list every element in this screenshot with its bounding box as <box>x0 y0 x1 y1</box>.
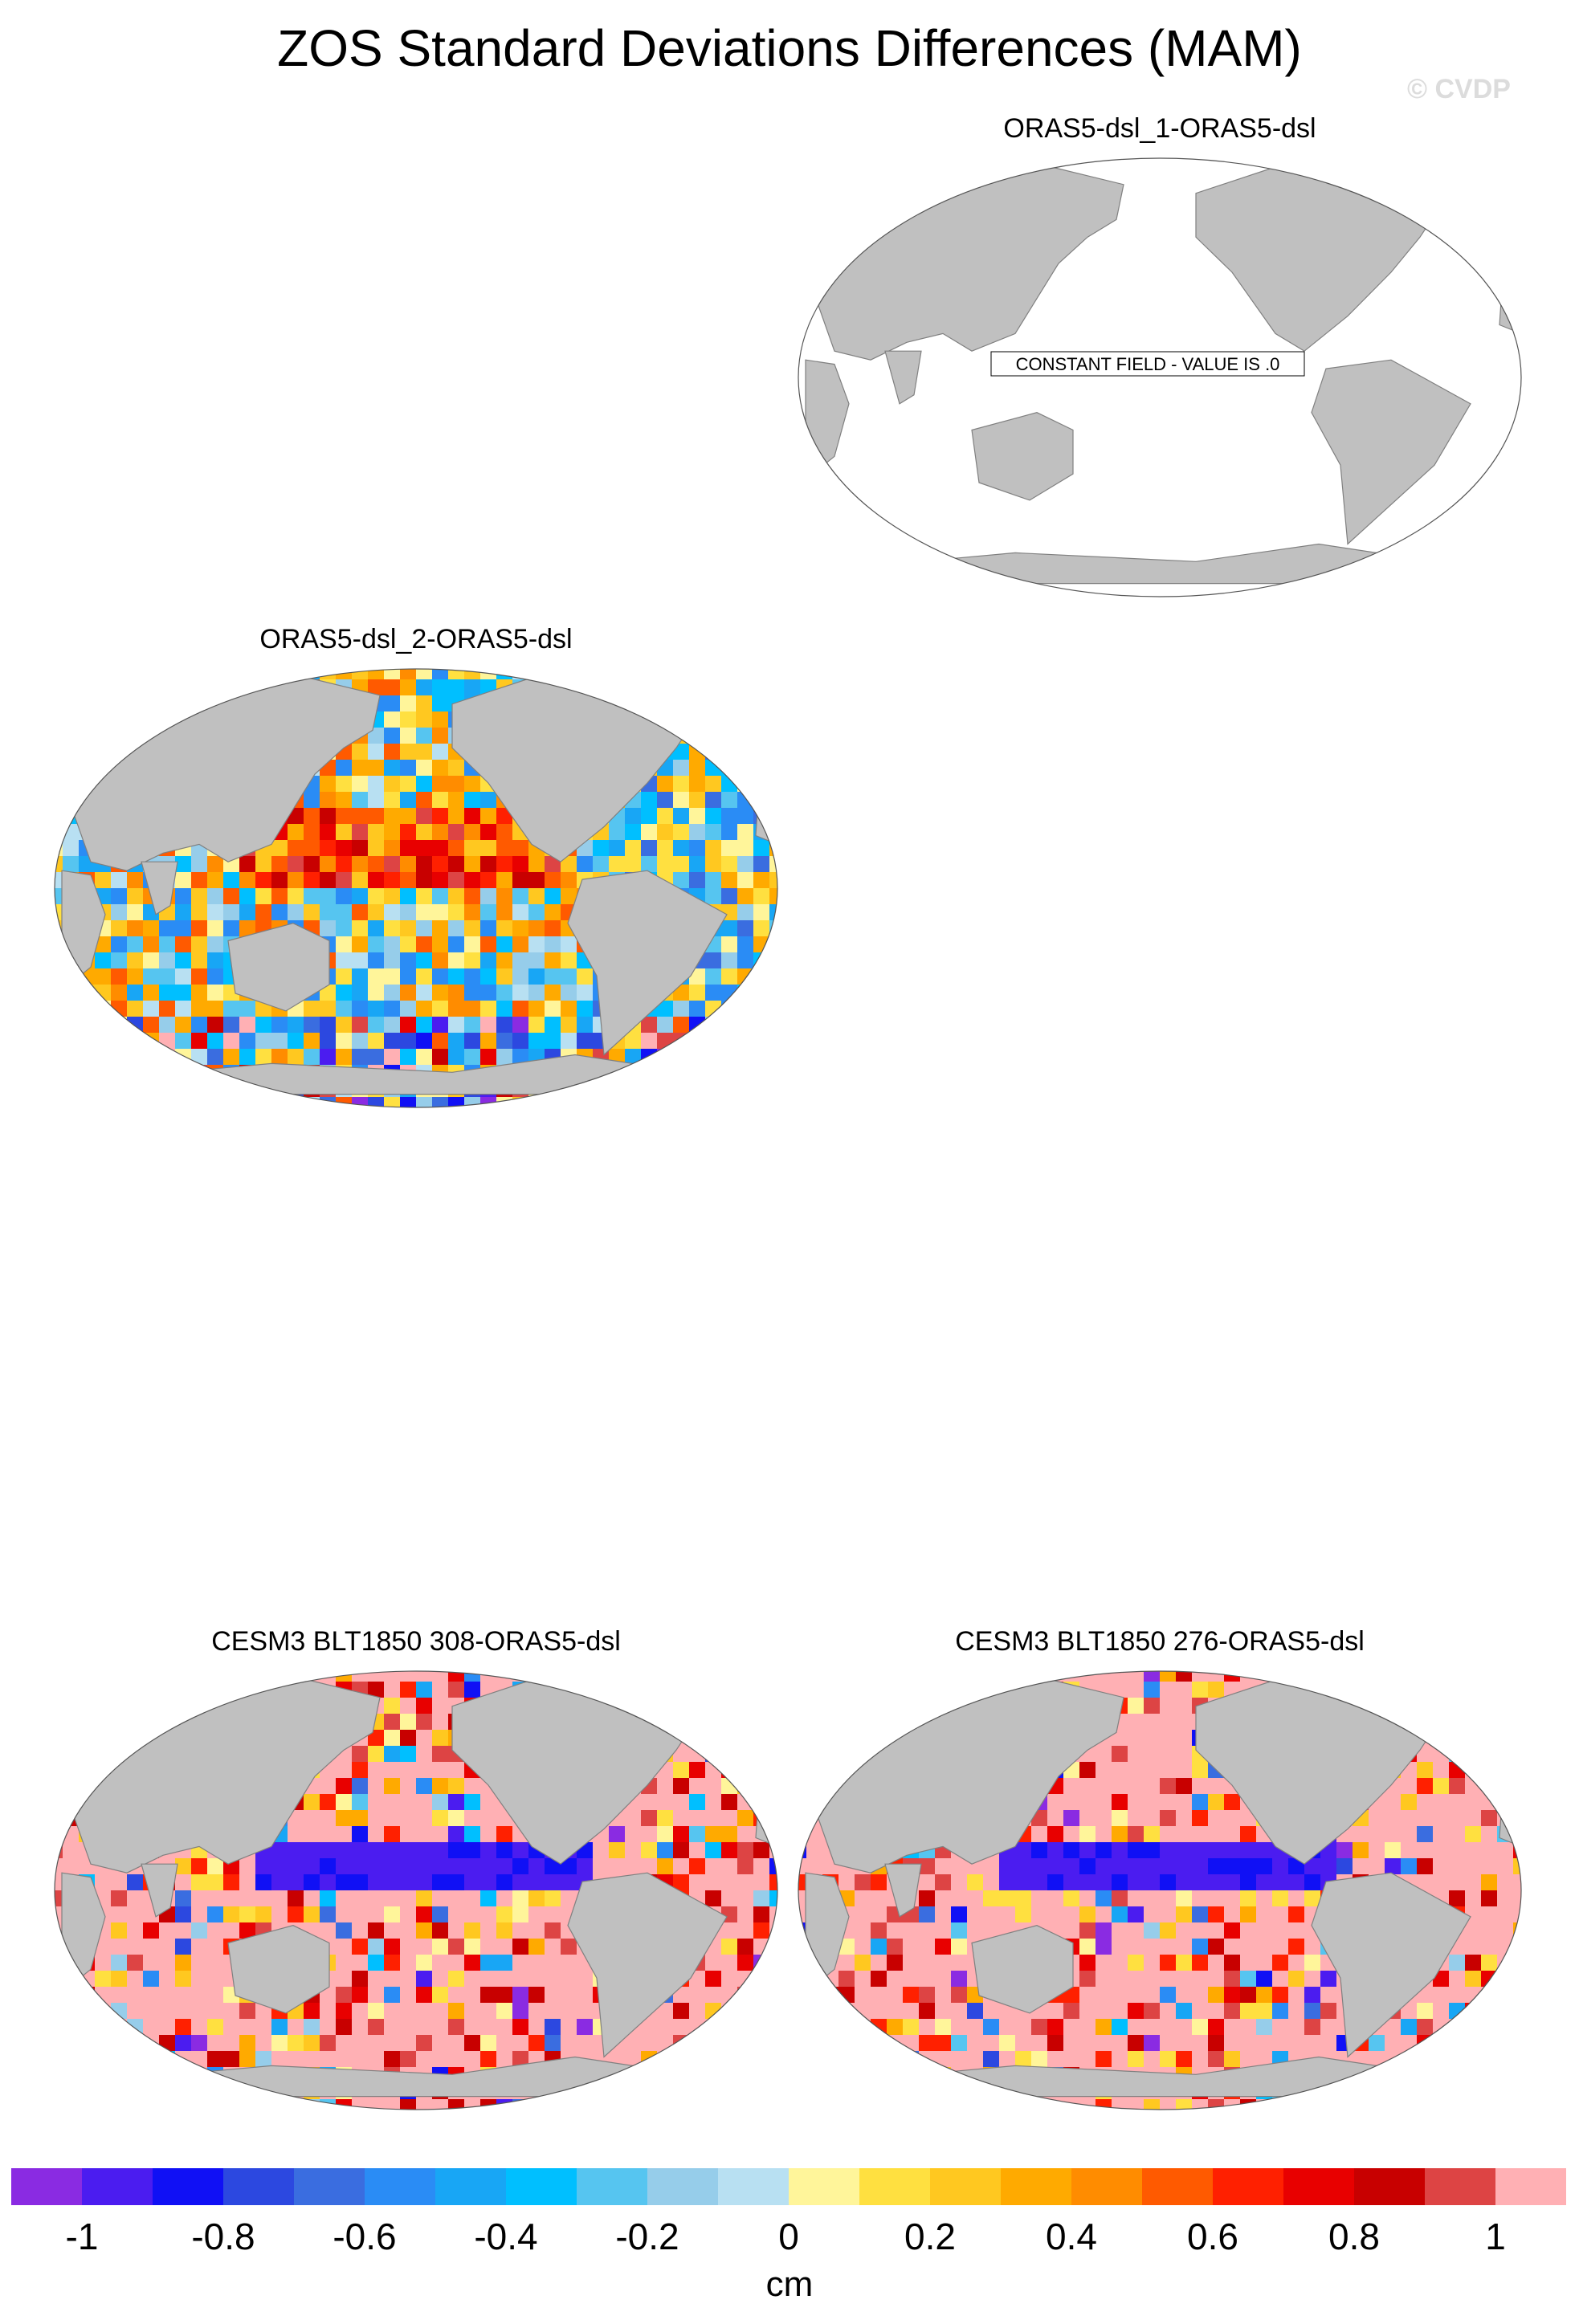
colorbar-box <box>647 2168 719 2205</box>
map-border <box>54 668 778 1108</box>
colorbar-box <box>435 2168 507 2205</box>
panel-title-4: CESM3 BLT1850 276-ORAS5-dsl <box>955 1626 1365 1657</box>
map-border <box>798 1670 1522 2110</box>
land-south-america <box>1311 359 1471 545</box>
colorbar-tick-label: -0.6 <box>333 2216 397 2257</box>
colorbar-box <box>1213 2168 1284 2205</box>
land-europe <box>755 720 777 846</box>
colorbar-box <box>1354 2168 1426 2205</box>
colorbar-box <box>294 2168 365 2205</box>
colorbar-box <box>365 2168 436 2205</box>
land-australia <box>971 412 1074 501</box>
colorbar-box <box>789 2168 860 2205</box>
colorbar-box <box>223 2168 295 2205</box>
colorbar-box <box>1001 2168 1072 2205</box>
map-panel-4 <box>798 1670 1522 2110</box>
colorbar-box <box>1495 2168 1566 2205</box>
constant-field-label: CONSTANT FIELD - VALUE IS .0 <box>990 351 1305 377</box>
watermark: © CVDP <box>1407 74 1511 104</box>
land-europe <box>1499 210 1521 335</box>
svg-text:CONSTANT FIELD - VALUE IS .0: CONSTANT FIELD - VALUE IS .0 <box>1016 354 1280 374</box>
map-panel-1: CONSTANT FIELD - VALUE IS .0 <box>798 157 1522 597</box>
colorbar-tick-label: 0.4 <box>1046 2216 1097 2257</box>
colorbar-tick-label: -1 <box>65 2216 99 2257</box>
land-india <box>884 350 922 405</box>
panel-title-2: ORAS5-dsl_2-ORAS5-dsl <box>259 624 573 654</box>
colorbar-tick-label: -0.8 <box>191 2216 255 2257</box>
colorbar-box <box>1142 2168 1214 2205</box>
colorbar-units: cm <box>765 2265 814 2304</box>
land-europe <box>1499 1723 1521 1848</box>
panel-title-1: ORAS5-dsl_1-ORAS5-dsl <box>1003 113 1316 144</box>
colorbar-box <box>153 2168 224 2205</box>
colorbar-box <box>718 2168 790 2205</box>
figure-title: ZOS Standard Deviations Differences (MAM… <box>277 19 1302 77</box>
colorbar-box <box>506 2168 577 2205</box>
colorbar-tick-label: 0.6 <box>1187 2216 1238 2257</box>
land-australia <box>971 1925 1074 2014</box>
land-europe <box>755 1723 777 1848</box>
colorbar-tick-label: 0.8 <box>1328 2216 1380 2257</box>
land-greenland <box>1419 166 1493 212</box>
land-australia <box>227 1925 330 2014</box>
colorbar-tick-label: -0.2 <box>615 2216 679 2257</box>
map-panel-2 <box>54 668 778 1108</box>
colorbar-box <box>1425 2168 1496 2205</box>
land-greenland <box>1419 1679 1493 1725</box>
colorbar-tick-label: 1 <box>1485 2216 1506 2257</box>
land-greenland <box>675 1679 749 1725</box>
colorbar-box <box>1071 2168 1143 2205</box>
map-border <box>798 157 1522 597</box>
panel-title-3: CESM3 BLT1850 308-ORAS5-dsl <box>211 1626 621 1657</box>
land-india <box>141 1863 178 1918</box>
colorbar-tick-label: 0 <box>778 2216 799 2257</box>
land-south-america <box>1311 1872 1471 2058</box>
colorbar-tick-label: 0.2 <box>904 2216 956 2257</box>
colorbar-box <box>930 2168 1002 2205</box>
land-south-america <box>567 870 728 1056</box>
land-india <box>141 861 178 915</box>
colorbar <box>11 2168 1566 2205</box>
colorbar-box <box>11 2168 83 2205</box>
land-australia <box>227 923 330 1012</box>
land-india <box>884 1863 922 1918</box>
colorbar-box <box>577 2168 648 2205</box>
land-greenland <box>675 677 749 723</box>
colorbar-box <box>1283 2168 1355 2205</box>
colorbar-tick-label: -0.4 <box>474 2216 538 2257</box>
colorbar-box <box>859 2168 931 2205</box>
land-south-america <box>567 1872 728 2058</box>
map-panel-3 <box>54 1670 778 2110</box>
colorbar-box <box>82 2168 153 2205</box>
map-border <box>54 1670 778 2110</box>
